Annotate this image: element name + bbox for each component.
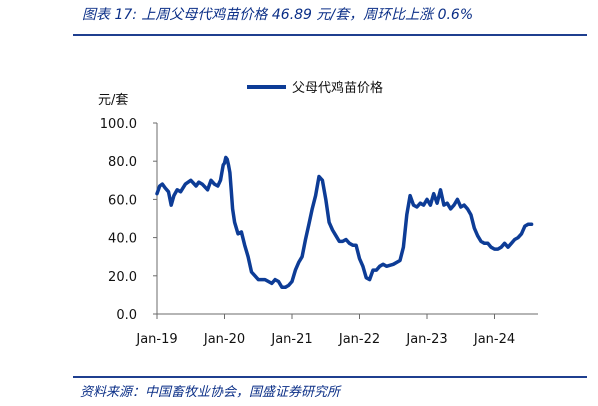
axes (156, 123, 538, 315)
x-tick-label: Jan-23 (405, 332, 447, 347)
y-tick-labels: 0.0 20.0 40.0 60.0 80.0 100.0 (100, 117, 157, 323)
legend: 父母代鸡苗价格 (247, 80, 383, 96)
y-tick-label: 0.0 (116, 308, 137, 323)
footer-rule (73, 376, 587, 378)
series-line-parent-chick-price (155, 155, 534, 290)
x-tick-label: Jan-19 (135, 332, 177, 347)
chart-title: 图表 17: 上周父母代鸡苗价格 46.89 元/套，周环比上涨 0.6% (82, 7, 474, 23)
legend-label: 父母代鸡苗价格 (292, 80, 383, 96)
y-tick-label: 100.0 (100, 117, 137, 132)
y-tick-label: 20.0 (108, 270, 137, 285)
y-tick-label: 80.0 (108, 155, 137, 170)
y-tick-label: 60.0 (108, 193, 137, 208)
x-tick-label: Jan-20 (203, 332, 245, 347)
source-note: 资料来源：中国畜牧业协会，国盛证券研究所 (80, 385, 341, 400)
y-unit-label: 元/套 (98, 92, 128, 108)
x-tick-label: Jan-22 (338, 332, 380, 347)
x-tick-label: Jan-21 (270, 332, 312, 347)
x-tick-label: Jan-24 (473, 332, 515, 347)
header-rule (73, 34, 587, 36)
x-tick-labels: Jan-19 Jan-20 Jan-21 Jan-22 Jan-23 Jan-24 (135, 314, 515, 347)
y-tick-label: 40.0 (108, 232, 137, 247)
